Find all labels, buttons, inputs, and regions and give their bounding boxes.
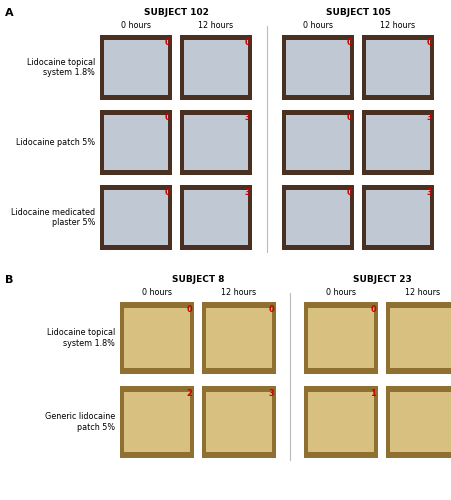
Bar bbox=[124, 392, 189, 452]
Bar bbox=[286, 40, 350, 95]
Bar bbox=[308, 392, 373, 452]
Text: 0: 0 bbox=[244, 38, 250, 47]
Bar bbox=[104, 115, 168, 170]
Bar bbox=[304, 386, 378, 458]
Bar bbox=[184, 115, 248, 170]
Bar bbox=[308, 308, 373, 368]
Bar bbox=[282, 110, 354, 175]
Bar bbox=[180, 110, 252, 175]
Text: Lidocaine topical
system 1.8%: Lidocaine topical system 1.8% bbox=[27, 58, 95, 77]
Text: 1: 1 bbox=[370, 389, 376, 398]
Bar bbox=[304, 302, 378, 374]
Text: B: B bbox=[5, 275, 14, 285]
Text: 0: 0 bbox=[346, 188, 352, 197]
Text: SUBJECT 8: SUBJECT 8 bbox=[172, 275, 224, 284]
Text: 3: 3 bbox=[268, 389, 274, 398]
Text: Generic lidocaine
patch 5%: Generic lidocaine patch 5% bbox=[45, 412, 115, 432]
Bar bbox=[282, 35, 354, 100]
Text: Lidocaine patch 5%: Lidocaine patch 5% bbox=[16, 138, 95, 147]
Bar bbox=[100, 35, 172, 100]
Text: 0: 0 bbox=[164, 188, 170, 197]
Bar bbox=[362, 185, 434, 250]
Text: Lidocaine topical
system 1.8%: Lidocaine topical system 1.8% bbox=[47, 328, 115, 347]
Bar bbox=[386, 302, 451, 374]
Text: 3: 3 bbox=[244, 113, 250, 122]
Text: 2: 2 bbox=[186, 389, 192, 398]
Text: 0 hours: 0 hours bbox=[121, 21, 151, 30]
Bar bbox=[207, 392, 272, 452]
Text: A: A bbox=[5, 8, 14, 18]
Text: 0: 0 bbox=[346, 38, 352, 47]
Bar bbox=[104, 190, 168, 245]
Text: 0 hours: 0 hours bbox=[326, 288, 356, 297]
Bar bbox=[100, 185, 172, 250]
Text: 3: 3 bbox=[426, 113, 432, 122]
Bar bbox=[366, 115, 430, 170]
Text: 12 hours: 12 hours bbox=[198, 21, 234, 30]
Bar bbox=[366, 40, 430, 95]
Text: 0: 0 bbox=[370, 305, 376, 314]
Text: Lidocaine medicated
plaster 5%: Lidocaine medicated plaster 5% bbox=[11, 208, 95, 227]
Bar bbox=[184, 40, 248, 95]
Bar bbox=[207, 308, 272, 368]
Text: 0: 0 bbox=[426, 38, 432, 47]
Bar bbox=[286, 115, 350, 170]
Text: 3: 3 bbox=[244, 188, 250, 197]
Bar bbox=[202, 302, 276, 374]
Text: 0: 0 bbox=[164, 38, 170, 47]
Text: 0 hours: 0 hours bbox=[142, 288, 172, 297]
Text: 12 hours: 12 hours bbox=[405, 288, 441, 297]
Bar bbox=[386, 386, 451, 458]
Bar bbox=[120, 386, 194, 458]
Bar bbox=[366, 190, 430, 245]
Bar bbox=[180, 185, 252, 250]
Text: 0: 0 bbox=[164, 113, 170, 122]
Text: 12 hours: 12 hours bbox=[381, 21, 415, 30]
Text: 0: 0 bbox=[268, 305, 274, 314]
Text: 0: 0 bbox=[346, 113, 352, 122]
Text: SUBJECT 105: SUBJECT 105 bbox=[326, 8, 391, 17]
Text: 0: 0 bbox=[186, 305, 192, 314]
Bar bbox=[362, 110, 434, 175]
Text: 0 hours: 0 hours bbox=[303, 21, 333, 30]
Text: SUBJECT 102: SUBJECT 102 bbox=[143, 8, 208, 17]
Text: 12 hours: 12 hours bbox=[221, 288, 257, 297]
Bar bbox=[391, 392, 451, 452]
Bar bbox=[391, 308, 451, 368]
Text: SUBJECT 23: SUBJECT 23 bbox=[353, 275, 411, 284]
Bar bbox=[104, 40, 168, 95]
Bar bbox=[286, 190, 350, 245]
Text: 3: 3 bbox=[426, 188, 432, 197]
Bar bbox=[180, 35, 252, 100]
Bar bbox=[124, 308, 189, 368]
Bar bbox=[202, 386, 276, 458]
Bar bbox=[362, 35, 434, 100]
Bar bbox=[282, 185, 354, 250]
Bar bbox=[120, 302, 194, 374]
Bar bbox=[184, 190, 248, 245]
Bar bbox=[100, 110, 172, 175]
